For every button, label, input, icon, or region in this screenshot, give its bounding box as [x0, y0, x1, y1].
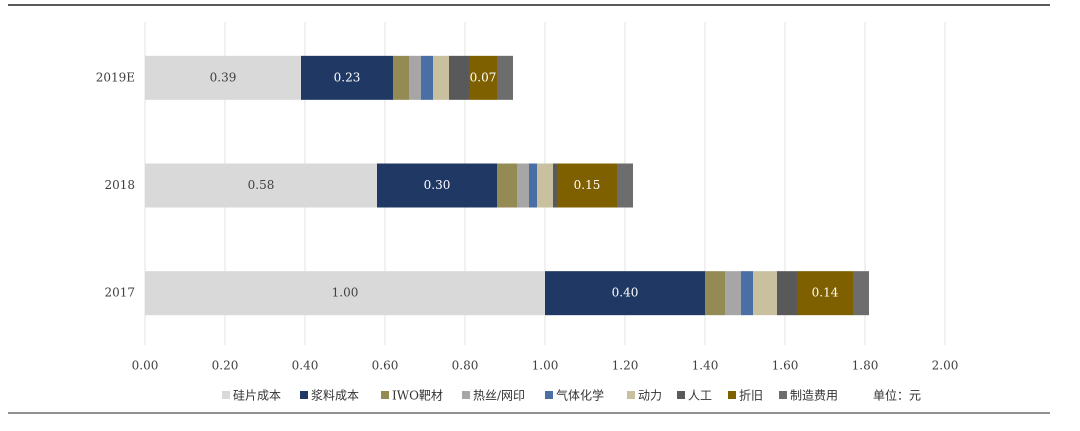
- legend-label: 制造费用: [790, 389, 838, 403]
- bar-segment: [553, 163, 557, 208]
- unit-note: 单位：元: [873, 388, 921, 403]
- legend-label: 浆料成本: [311, 388, 359, 403]
- bar-segment: [537, 163, 553, 208]
- bar-segment: [409, 55, 421, 100]
- bar-segment: [497, 55, 513, 100]
- bar-segment: [753, 271, 777, 316]
- bar-segment: [705, 271, 725, 316]
- y-tick-label: 2019E: [96, 70, 135, 84]
- bar-segment: [421, 55, 433, 100]
- x-tick-label: 1.80: [852, 359, 879, 373]
- x-tick-label: 1.00: [532, 359, 559, 373]
- bar-segment: [777, 271, 797, 316]
- legend-swatch: [545, 391, 553, 399]
- legend-label: 折旧: [739, 388, 763, 403]
- legend-swatch: [381, 391, 389, 399]
- legend-label: 人工: [688, 389, 712, 403]
- bar-segment: [557, 163, 617, 208]
- data-label: 0.58: [248, 178, 275, 192]
- legend-swatch: [627, 391, 635, 399]
- data-label: 0.30: [424, 178, 451, 192]
- bar-segment: [529, 163, 537, 208]
- bar-segment: [853, 271, 869, 316]
- data-label: 0.40: [612, 286, 639, 300]
- x-tick-label: 0.60: [372, 359, 399, 373]
- x-tick-label: 0.80: [452, 359, 479, 373]
- bar-segment: [433, 55, 449, 100]
- legend-swatch: [462, 391, 470, 399]
- legend-label: IWO靶材: [392, 389, 443, 403]
- data-label: 0.39: [210, 70, 237, 84]
- bar-segment: [469, 55, 497, 100]
- bar-segment: [145, 271, 545, 316]
- x-tick-label: 1.40: [692, 359, 719, 373]
- bar-segment: [393, 55, 409, 100]
- x-tick-label: 1.20: [612, 359, 639, 373]
- y-tick-label: 2018: [104, 178, 135, 192]
- bar-segment: [497, 163, 517, 208]
- bar-segment: [725, 271, 741, 316]
- legend-swatch: [300, 391, 308, 399]
- x-tick-label: 0.20: [212, 359, 239, 373]
- legend-swatch: [779, 391, 787, 399]
- data-label: 0.07: [470, 70, 497, 84]
- bar-segment: [741, 271, 753, 316]
- bar-segment: [145, 163, 377, 208]
- bar-segment: [617, 163, 633, 208]
- bar-segment: [517, 163, 529, 208]
- bar-segment: [449, 55, 469, 100]
- legend-swatch: [222, 391, 230, 399]
- bar-segment: [797, 271, 853, 316]
- legend-swatch: [728, 391, 736, 399]
- bar-segment: [301, 55, 393, 100]
- bar-segment: [545, 271, 705, 316]
- legend-label: 动力: [638, 389, 662, 403]
- legend-label: 热丝/网印: [473, 389, 525, 403]
- legend-label: 硅片成本: [233, 389, 281, 403]
- bar-segment: [145, 55, 301, 100]
- x-tick-label: 0.40: [292, 359, 319, 373]
- x-tick-label: 1.60: [772, 359, 799, 373]
- data-label: 0.23: [334, 70, 361, 84]
- y-tick-label: 2017: [104, 286, 135, 300]
- data-label: 1.00: [332, 286, 359, 300]
- x-tick-label: 0.00: [132, 359, 159, 373]
- data-label: 0.15: [574, 178, 601, 192]
- x-tick-label: 2.00: [932, 359, 959, 373]
- bar-segment: [377, 163, 497, 208]
- legend-label: 气体化学: [556, 388, 604, 403]
- legend-swatch: [677, 391, 685, 399]
- data-label: 0.14: [812, 286, 839, 300]
